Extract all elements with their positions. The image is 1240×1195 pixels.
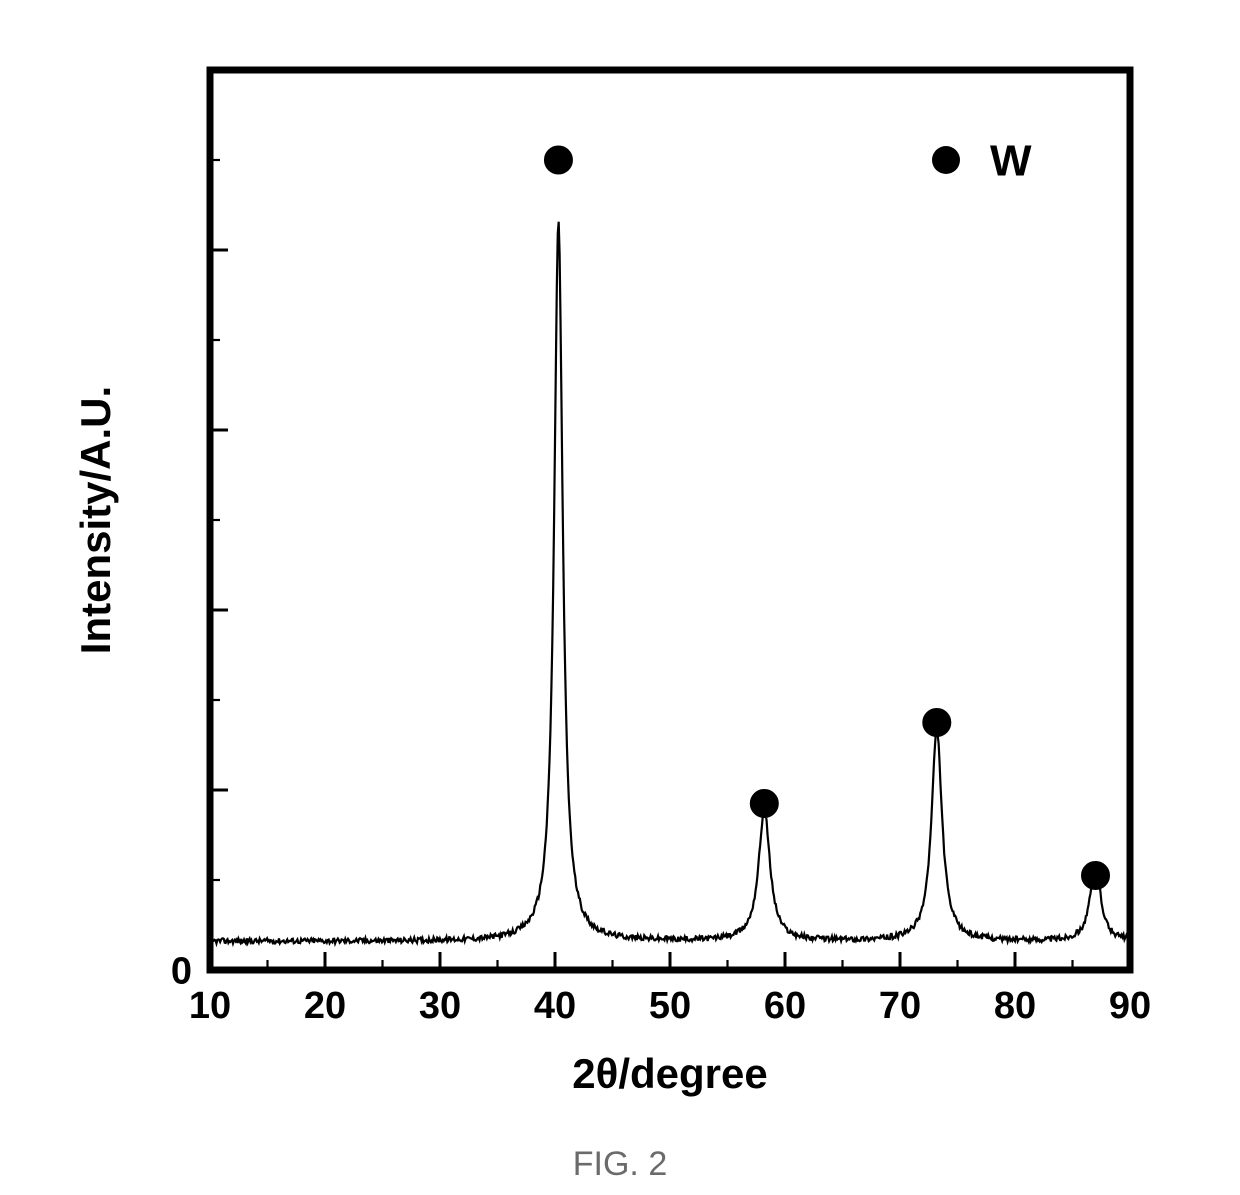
svg-text:20: 20 — [304, 985, 346, 1027]
svg-text:60: 60 — [764, 985, 806, 1027]
peak-marker-2 — [750, 790, 778, 818]
figure-caption: FIG. 2 — [0, 1145, 1240, 1184]
figure-container: 10 20 30 40 50 60 70 80 90 2θ/degree 0 Intensity/A.… — [0, 0, 1240, 1195]
svg-text:70: 70 — [879, 985, 921, 1027]
svg-text:30: 30 — [419, 985, 461, 1027]
svg-text:80: 80 — [994, 985, 1036, 1027]
svg-text:10: 10 — [189, 985, 231, 1027]
y-zero-label: 0 — [171, 950, 192, 992]
peak-marker-4 — [1082, 862, 1110, 890]
xrd-chart: 10 20 30 40 50 60 70 80 90 2θ/degree 0 Intensity/A.… — [0, 0, 1240, 1195]
legend-marker — [932, 146, 960, 174]
svg-text:50: 50 — [649, 985, 691, 1027]
x-tick-labels: 10 20 30 40 50 60 70 80 90 — [189, 985, 1151, 1027]
svg-text:40: 40 — [534, 985, 576, 1027]
legend-label: W — [990, 136, 1032, 185]
peak-marker-1 — [544, 146, 572, 174]
svg-text:90: 90 — [1109, 985, 1151, 1027]
x-axis-label: 2θ/degree — [572, 1050, 767, 1097]
peak-marker-3 — [923, 709, 951, 737]
y-axis-label: Intensity/A.U. — [72, 386, 119, 654]
